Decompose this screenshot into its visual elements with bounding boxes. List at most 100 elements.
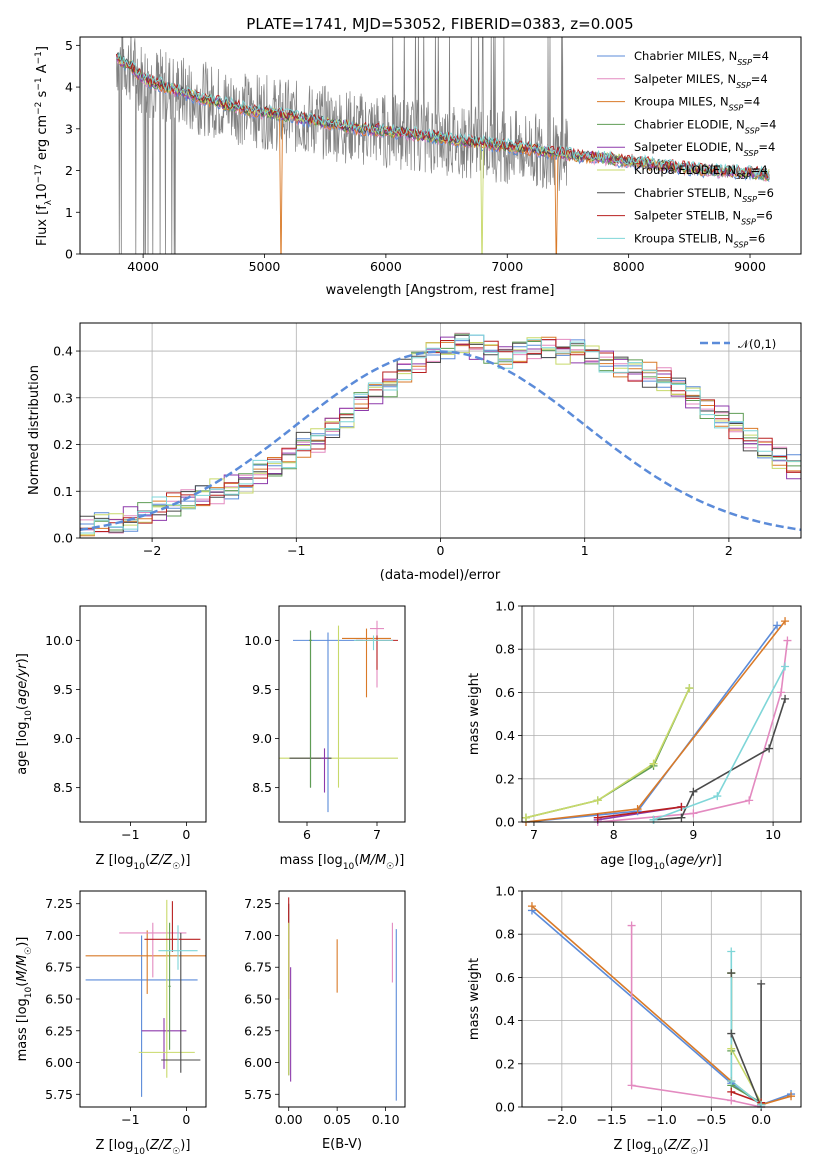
y-tick-label: 1.0	[495, 884, 515, 899]
y-tick-label: 6.75	[244, 960, 272, 975]
mass-weight-line-ks	[730, 951, 762, 1106]
legend-entry: Kroupa STELIB, NSSP=6	[634, 231, 765, 249]
point-marker-ks	[649, 815, 658, 824]
model-fit-ke	[116, 55, 770, 254]
y-tick-label: 9.5	[252, 682, 272, 697]
x-tick-label: 8	[610, 827, 618, 842]
y-tick-label: 0.2	[495, 1056, 515, 1071]
point-marker-cs	[781, 694, 790, 703]
x-axis-label: (data-model)/error	[380, 568, 501, 583]
point-marker-km	[781, 617, 790, 626]
point-marker-sm	[727, 1096, 736, 1105]
mass-weight-line-ke	[730, 973, 762, 1104]
mass-weight-line-ce	[730, 973, 762, 1104]
y-axis-label: mass [log10(M/M☉)]	[15, 937, 34, 1062]
y-tick-label: 0.8	[495, 642, 515, 657]
y-tick-label: 0.1	[53, 484, 73, 499]
normal-curve	[80, 350, 801, 532]
x-tick-label: 4000	[127, 259, 159, 274]
plot-area	[525, 620, 789, 822]
axes-frame	[79, 322, 802, 539]
y-tick-label: 4	[65, 80, 73, 95]
x-tick-label: −2	[143, 543, 161, 558]
y-tick-label: 9.5	[53, 682, 73, 697]
point-marker-cs	[689, 787, 698, 796]
y-axis-label: age [log10(age/yr)]	[15, 653, 34, 775]
residual-hist-ss	[80, 339, 801, 532]
point-marker-ks	[713, 792, 722, 801]
y-tick-label: 5.75	[244, 1087, 272, 1102]
point-marker-ks	[727, 947, 736, 956]
x-tick-label: 8000	[613, 259, 645, 274]
y-tick-label: 0.0	[495, 1100, 515, 1115]
y-tick-label: 0.6	[495, 970, 515, 985]
plot-area	[84, 621, 202, 812]
y-tick-label: 0.2	[53, 437, 73, 452]
point-marker-cs	[727, 969, 736, 978]
point-marker-ke	[685, 684, 694, 693]
axes-frame	[521, 605, 802, 823]
x-axis-label: mass [log10(M/M☉)]	[280, 853, 405, 872]
point-marker-ke	[727, 1044, 736, 1053]
point-marker-cs	[677, 813, 686, 822]
x-axis-label: E(B-V)	[322, 1137, 362, 1152]
point-marker-ke	[521, 813, 530, 822]
y-tick-label: 9.0	[53, 731, 73, 746]
model-fit-ks	[116, 52, 770, 178]
plot-area	[85, 899, 206, 1097]
y-tick-label: 6.00	[244, 1055, 272, 1070]
point-marker-sm	[689, 809, 698, 818]
y-tick-label: 0.6	[495, 685, 515, 700]
point-marker-sm	[627, 921, 636, 930]
x-tick-label: 0	[437, 543, 445, 558]
legend-entry: Salpeter ELODIE, NSSP=4	[634, 140, 775, 158]
y-tick-label: 1.0	[495, 599, 515, 614]
point-marker-sm	[783, 636, 792, 645]
x-tick-label: 0	[182, 1112, 190, 1127]
y-tick-label: 7.00	[244, 928, 272, 943]
mass-vs-ebv-axes: 0.00 0.05 0.10 5.75 6.00 6.25 6.50 6.75 7.00 7.25	[244, 890, 406, 1127]
plot-area	[288, 897, 397, 1101]
mass-weight-vs-Z-axes: −2.0 −1.5 −1.0 −0.5 0.0 0.0 0.2 0.4 0.6 0.8 1.0	[495, 884, 802, 1127]
x-tick-label: 2	[725, 543, 733, 558]
y-tick-label: 3	[65, 121, 73, 136]
point-marker-sm	[777, 688, 786, 697]
y-tick-label: 6.50	[244, 992, 272, 1007]
legend-entry: Kroupa MILES, NSSP=4	[634, 95, 760, 113]
y-tick-label: 10.0	[244, 633, 272, 648]
mass-weight-line-sm	[630, 925, 762, 1107]
legend-entry: Kroupa ELODIE, NSSP=4	[634, 163, 768, 181]
age-vs-Z-axes: −1 0 8.5 9.0 9.5 10.0	[45, 605, 207, 842]
residual-hist-cm	[80, 334, 801, 532]
axes-frame	[79, 605, 207, 823]
y-axis-label: mass weight	[467, 673, 482, 755]
axes-frame	[278, 890, 406, 1108]
point-marker-ks	[757, 1100, 766, 1109]
x-tick-label: −2.0	[547, 1112, 577, 1127]
mass-weight-line-ke	[525, 687, 691, 819]
point-marker-ke	[649, 759, 658, 768]
y-axis-label: Normed distribution	[27, 365, 42, 495]
y-tick-label: 6.00	[45, 1055, 73, 1070]
x-tick-label: 0.10	[372, 1112, 400, 1127]
point-marker-sm	[745, 796, 754, 805]
x-tick-label: 9	[689, 827, 697, 842]
x-tick-label: 6	[303, 827, 311, 842]
x-tick-label: 10	[765, 827, 781, 842]
y-tick-label: 9.0	[252, 731, 272, 746]
x-tick-label: 5000	[249, 259, 281, 274]
point-marker-km	[787, 1092, 796, 1101]
x-axis-label: age [log10(age/yr)]	[600, 853, 722, 872]
x-tick-label: 7000	[491, 259, 523, 274]
y-axis-label: Flux [fλ10−17 erg cm−2 s−1 A−1]	[34, 46, 54, 246]
point-marker-cs	[727, 1029, 736, 1038]
y-tick-label: 1	[65, 205, 73, 220]
y-tick-label: 7.25	[244, 896, 272, 911]
legend-entry: Chabrier MILES, NSSP=4	[634, 49, 769, 67]
y-tick-label: 0.8	[495, 927, 515, 942]
point-marker-ss	[727, 1087, 736, 1096]
y-tick-label: 6.50	[45, 992, 73, 1007]
x-tick-label: 9000	[734, 259, 766, 274]
x-tick-label: 0.00	[275, 1112, 303, 1127]
